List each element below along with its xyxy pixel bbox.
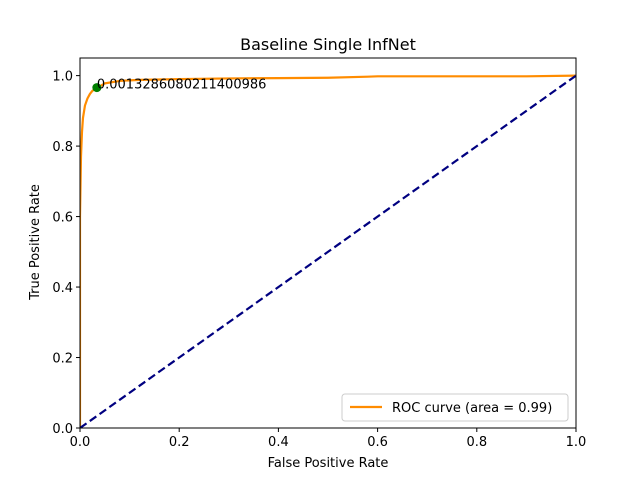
x-axis-label: False Positive Rate: [268, 456, 389, 471]
y-tick-label: 0.4: [52, 281, 73, 296]
y-tick-label: 0.6: [52, 211, 73, 226]
x-tick-label: 0.8: [466, 435, 487, 450]
legend-box: [341, 393, 569, 422]
chance-diagonal-line: [80, 74, 576, 428]
x-tick-label: 0.4: [268, 435, 289, 450]
chart-title: Baseline Single InfNet: [240, 35, 416, 54]
y-tick-label: 1.0: [52, 70, 73, 85]
legend-label-roc: ROC curve (area = 0.99): [392, 401, 552, 416]
x-tick-label: 0.2: [169, 435, 190, 450]
y-tick-label: 0.8: [52, 140, 73, 155]
x-tick-label: 0.0: [70, 435, 91, 450]
x-tick-label: 0.6: [367, 435, 388, 450]
axes-frame: [79, 57, 577, 429]
y-tick-label: 0.0: [52, 422, 73, 437]
threshold-annotation: 0.0013286080211400986: [97, 78, 267, 93]
y-axis-label: True Positive Rate: [28, 184, 43, 301]
threshold-marker-point: [92, 83, 102, 93]
legend: ROC curve (area = 0.99): [341, 393, 569, 422]
plot-area: 0.0013286080211400986 0.0 0.2 0.4 0.6 0.8 1.0 0…: [52, 57, 587, 450]
x-tick-label: 1.0: [566, 435, 587, 450]
y-tick-label: 0.2: [52, 352, 73, 367]
roc-curve-line: [80, 74, 576, 428]
